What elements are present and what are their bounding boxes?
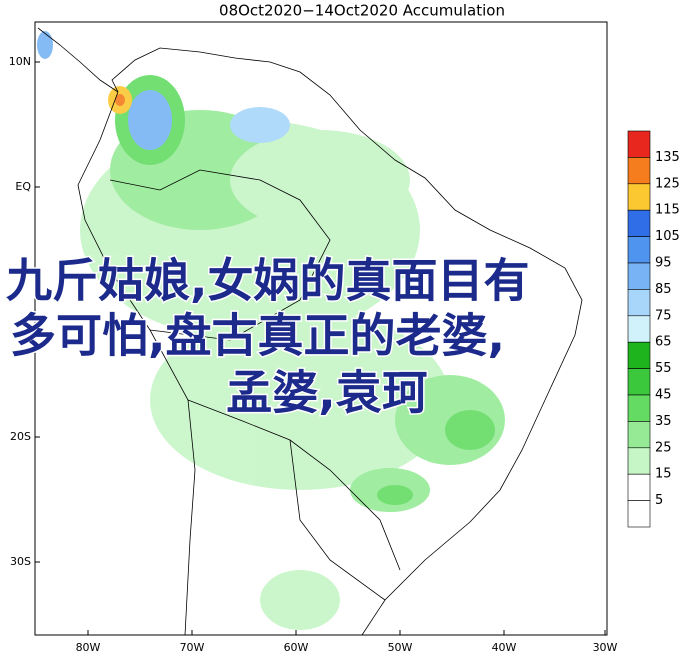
legend-swatch [627,183,651,211]
coastlines [37,27,583,636]
legend-swatch [627,447,651,475]
legend-swatch [627,394,651,422]
overlay-line: 孟婆,袁珂 [226,366,427,420]
legend-label: 25 [655,440,672,455]
legend-swatch [627,130,651,158]
legend-swatch [627,262,651,290]
longitude-label: 70W [180,641,205,654]
longitude-label: 60W [284,641,309,654]
map-title: 08Oct2020−14Oct2020 Accumulation [219,2,505,20]
overlay-line: 九斤姑娘,女娲的真面目有 [6,254,529,308]
latitude-label: 20S [10,430,31,443]
legend-swatch [627,473,651,501]
latitude-label: 10N [9,55,31,68]
legend-label: 75 [655,308,672,323]
legend-swatch [627,341,651,369]
latitude-label: 30S [10,555,31,568]
legend-swatch [627,209,651,237]
legend-label: 5 [655,493,663,508]
legend-label: 35 [655,414,672,429]
longitude-label: 40W [492,641,517,654]
legend-label: 125 [655,176,680,191]
legend-swatch [627,421,651,449]
overlay-line: 多可怕,盘古真正的老婆, [10,309,505,363]
legend-label: 85 [655,282,672,297]
legend-swatch [627,289,651,317]
legend-swatch [627,315,651,343]
legend-swatch [627,368,651,396]
latitude-label: EQ [15,180,31,193]
legend-label: 135 [655,150,680,165]
legend-swatch [627,157,651,185]
overlay-text: 九斤姑娘,女娲的真面目有 多可怕,盘古真正的老婆, 孟婆,袁珂 [5,252,531,421]
longitude-label: 50W [388,641,413,654]
legend-swatch [627,500,651,528]
legend-label: 45 [655,388,672,403]
legend-label: 105 [655,229,680,244]
longitude-label: 30W [593,641,618,654]
longitude-label: 80W [76,641,101,654]
legend-label: 55 [655,361,672,376]
legend-label: 95 [655,256,672,271]
precip-fields [37,31,505,630]
legend-swatch [627,236,651,264]
legend-label: 115 [655,203,680,218]
legend-label: 65 [655,335,672,350]
legend-label: 15 [655,467,672,482]
